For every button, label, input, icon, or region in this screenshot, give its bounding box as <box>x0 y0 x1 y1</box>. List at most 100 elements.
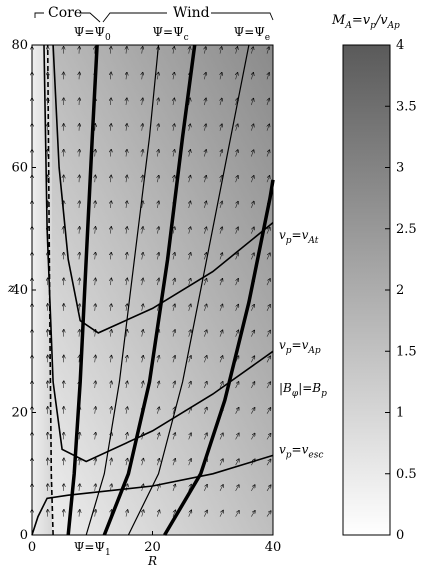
velocity-arrow <box>95 227 96 234</box>
velocity-arrow <box>219 304 223 311</box>
velocity-arrow <box>189 253 191 260</box>
velocity-arrow <box>79 510 80 517</box>
velocity-arrow <box>204 433 207 440</box>
velocity-arrow <box>235 382 239 389</box>
velocity-arrow <box>126 355 127 363</box>
velocity-arrow <box>110 175 111 183</box>
velocity-arrow <box>266 330 270 337</box>
velocity-arrow <box>142 47 143 54</box>
velocity-arrow <box>204 279 206 286</box>
velocity-arrow <box>126 175 127 183</box>
velocity-arrow <box>189 98 191 106</box>
y-tick-label: 60 <box>11 161 28 176</box>
velocity-arrow <box>266 279 270 286</box>
velocity-arrow <box>142 278 143 286</box>
velocity-arrow <box>266 176 270 183</box>
velocity-arrow <box>204 47 206 54</box>
velocity-arrow <box>219 433 223 440</box>
velocity-arrow <box>157 510 159 517</box>
velocity-arrow <box>157 124 158 131</box>
velocity-arrow <box>204 176 206 183</box>
velocity-arrow <box>79 72 80 80</box>
velocity-arrow <box>95 510 96 517</box>
velocity-arrow <box>189 330 191 337</box>
colorbar-tick-label: 2 <box>396 283 404 298</box>
velocity-arrow <box>142 356 144 363</box>
velocity-arrow <box>63 278 64 286</box>
velocity-arrow <box>142 72 143 80</box>
velocity-arrow <box>95 355 96 363</box>
velocity-arrow <box>188 433 192 440</box>
core-bracket <box>34 12 101 23</box>
velocity-arrows <box>32 47 271 517</box>
velocity-arrow <box>126 304 127 311</box>
velocity-arrow <box>189 227 191 234</box>
velocity-arrow <box>219 330 223 337</box>
velocity-arrow <box>188 459 192 466</box>
velocity-arrow <box>95 252 96 260</box>
velocity-arrow <box>63 407 64 414</box>
velocity-arrow <box>204 124 206 131</box>
velocity-arrow <box>157 227 159 234</box>
psi-label: Ψ=Ψc <box>152 25 188 43</box>
velocity-arrow <box>251 382 254 389</box>
velocity-arrow <box>173 98 174 106</box>
velocity-arrow <box>63 304 64 311</box>
velocity-arrow <box>126 458 128 466</box>
velocity-arrow <box>95 150 96 157</box>
velocity-arrow <box>251 201 254 209</box>
velocity-arrow <box>79 201 80 208</box>
velocity-arrow <box>110 253 111 260</box>
velocity-arrow <box>220 176 222 183</box>
velocity-arrow <box>251 253 254 260</box>
y-axis-ticks: 0 20 40 60 80 <box>11 38 36 543</box>
colorbar: 0 0.5 1 1.5 2 2.5 3 3.5 4 MA=vp/vAp <box>331 13 417 543</box>
velocity-arrow <box>251 176 254 183</box>
velocity-arrow <box>220 98 222 106</box>
velocity-arrow <box>126 484 128 491</box>
velocity-arrow <box>95 47 96 54</box>
psi-label: Ψ=Ψe <box>234 25 270 43</box>
velocity-arrow <box>220 201 222 208</box>
velocity-arrow <box>63 433 64 440</box>
velocity-arrow <box>266 227 270 234</box>
velocity-arrow <box>173 227 175 234</box>
velocity-arrow <box>204 382 207 389</box>
core-label: Core <box>48 5 82 21</box>
velocity-arrow <box>126 381 127 389</box>
y-tick-label: 0 <box>20 528 28 543</box>
velocity-arrow <box>251 98 253 106</box>
top-brackets: Core Wind <box>34 5 274 23</box>
velocity-arrow <box>173 47 174 54</box>
velocity-arrow <box>266 305 270 311</box>
velocity-arrow <box>157 356 159 363</box>
velocity-arrow <box>79 98 80 106</box>
velocity-arrow <box>110 201 111 208</box>
velocity-arrow <box>236 98 238 106</box>
velocity-arrow <box>189 47 190 54</box>
velocity-arrow <box>110 72 111 80</box>
x-axis-label: R <box>147 554 157 568</box>
psi-label: Ψ=Ψ1 <box>74 540 111 558</box>
velocity-arrow <box>63 510 64 517</box>
velocity-arrow <box>235 433 239 440</box>
velocity-arrow <box>79 175 80 183</box>
velocity-arrow <box>110 458 111 466</box>
velocity-arrow <box>235 304 239 311</box>
velocity-arrow <box>204 510 207 517</box>
velocity-arrow <box>142 175 143 183</box>
velocity-arrow <box>236 47 238 54</box>
x-tick-label: 0 <box>28 540 36 555</box>
psi-label-bottom: Ψ=Ψ1 <box>74 540 111 558</box>
field-line-psi-1-psi-0 <box>66 44 99 536</box>
velocity-arrow <box>219 510 223 517</box>
velocity-arrow <box>266 485 271 492</box>
velocity-arrow <box>110 407 111 414</box>
velocity-arrow <box>157 72 158 80</box>
velocity-arrow <box>204 150 206 157</box>
velocity-arrow <box>251 47 253 54</box>
velocity-arrow <box>157 278 159 286</box>
velocity-arrow <box>173 433 175 440</box>
velocity-arrow <box>126 510 128 517</box>
